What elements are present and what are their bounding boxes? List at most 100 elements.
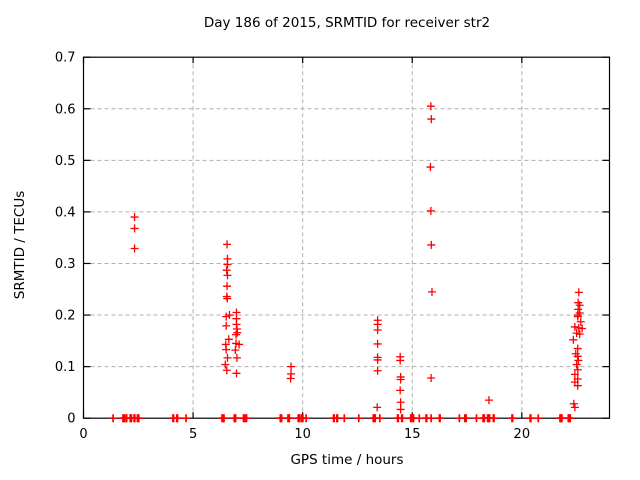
data-point-marker [426, 102, 435, 111]
data-point-marker [427, 414, 436, 423]
data-point-marker [375, 414, 384, 423]
y-axis-label: SRMTID / TECUs [12, 190, 28, 300]
data-point-marker [396, 375, 405, 384]
x-tick-label: 5 [189, 427, 197, 442]
data-point-marker [235, 340, 244, 349]
data-point-marker [427, 115, 436, 124]
data-point-marker [222, 266, 231, 275]
data-point-marker [573, 381, 582, 390]
data-point-marker [224, 335, 233, 344]
data-point-marker [130, 244, 139, 253]
data-point-marker [231, 346, 240, 355]
data-point-marker [233, 328, 242, 337]
data-point-marker [231, 414, 240, 423]
y-tick-label: 0.5 [55, 154, 76, 169]
data-point-marker [573, 365, 582, 374]
data-point-marker [574, 356, 583, 365]
data-point-marker [109, 414, 118, 423]
data-point-marker [222, 345, 231, 354]
data-point-marker [232, 330, 241, 339]
data-point-marker [223, 271, 232, 280]
data-point-marker [286, 374, 295, 383]
data-point-marker [373, 355, 382, 364]
data-point-marker [575, 301, 584, 310]
data-point-marker [232, 353, 241, 362]
x-tick-label: 10 [294, 427, 311, 442]
data-point-marker [134, 414, 143, 423]
data-point-marker [396, 405, 405, 414]
x-tick-label: 20 [514, 427, 531, 442]
x-axis-label: GPS time / hours [290, 452, 404, 468]
y-tick-label: 0.3 [55, 257, 76, 272]
data-point-marker [569, 399, 578, 408]
y-tick-label: 0.6 [55, 102, 76, 117]
data-point-marker [285, 414, 294, 423]
data-point-marker [373, 366, 382, 375]
data-point-marker [462, 414, 471, 423]
data-point-marker [415, 414, 424, 423]
y-tick-label: 0.7 [55, 51, 76, 66]
data-point-marker [426, 163, 435, 172]
data-point-marker [526, 414, 535, 423]
data-point-marker [396, 398, 405, 407]
data-point-marker [566, 414, 575, 423]
data-point-marker [232, 369, 241, 378]
data-point-marker [223, 240, 232, 249]
data-point-marker [221, 360, 230, 369]
y-tick-label: 0.4 [55, 205, 76, 220]
data-point-marker [573, 312, 582, 321]
data-point-marker [182, 414, 191, 423]
data-point-marker [222, 321, 231, 330]
data-point-marker [570, 403, 579, 412]
data-point-marker [223, 260, 232, 269]
data-point-marker [373, 339, 382, 348]
data-point-marker [573, 352, 582, 361]
data-point-marker [340, 414, 349, 423]
data-point-marker [373, 326, 382, 335]
data-point-marker [575, 308, 584, 317]
x-tick-label: 0 [79, 427, 87, 442]
data-point-marker [575, 330, 584, 339]
data-point-marker [576, 317, 585, 326]
data-point-marker [573, 344, 582, 353]
y-tick-label: 0.1 [55, 360, 76, 375]
data-point-marker [484, 396, 493, 405]
data-point-marker [130, 213, 139, 222]
data-point-marker [578, 324, 587, 333]
data-point-marker [222, 366, 231, 375]
data-point-marker [534, 414, 543, 423]
data-point-marker [427, 240, 436, 249]
data-point-marker [222, 312, 231, 321]
data-point-marker [427, 287, 436, 296]
data-point-marker [489, 414, 498, 423]
data-point-marker [223, 353, 232, 362]
data-point-marker [130, 224, 139, 233]
data-point-marker [354, 414, 363, 423]
data-point-marker [223, 294, 232, 303]
data-point-marker [287, 362, 296, 371]
chart-title: Day 186 of 2015, SRMTID for receiver str… [203, 15, 491, 31]
data-point-marker [333, 414, 342, 423]
plot-border [82, 56, 611, 419]
data-point-marker [574, 288, 583, 297]
data-point-marker [508, 414, 517, 423]
data-point-marker [570, 370, 579, 379]
data-point-marker [569, 335, 578, 344]
data-point-marker [173, 414, 182, 423]
data-point-marker [436, 414, 445, 423]
y-tick-label: 0 [67, 412, 75, 427]
data-point-marker [302, 414, 311, 423]
data-point-marker [373, 403, 382, 412]
data-point-marker [570, 322, 579, 331]
y-tick-label: 0.2 [55, 309, 76, 324]
data-point-marker [223, 282, 232, 291]
data-point-marker [426, 206, 435, 215]
data-point-marker [242, 414, 251, 423]
data-point-marker [427, 373, 436, 382]
data-point-marker [396, 356, 405, 365]
data-point-marker [219, 414, 228, 423]
data-point-marker [396, 386, 405, 395]
x-tick-label: 15 [404, 427, 421, 442]
